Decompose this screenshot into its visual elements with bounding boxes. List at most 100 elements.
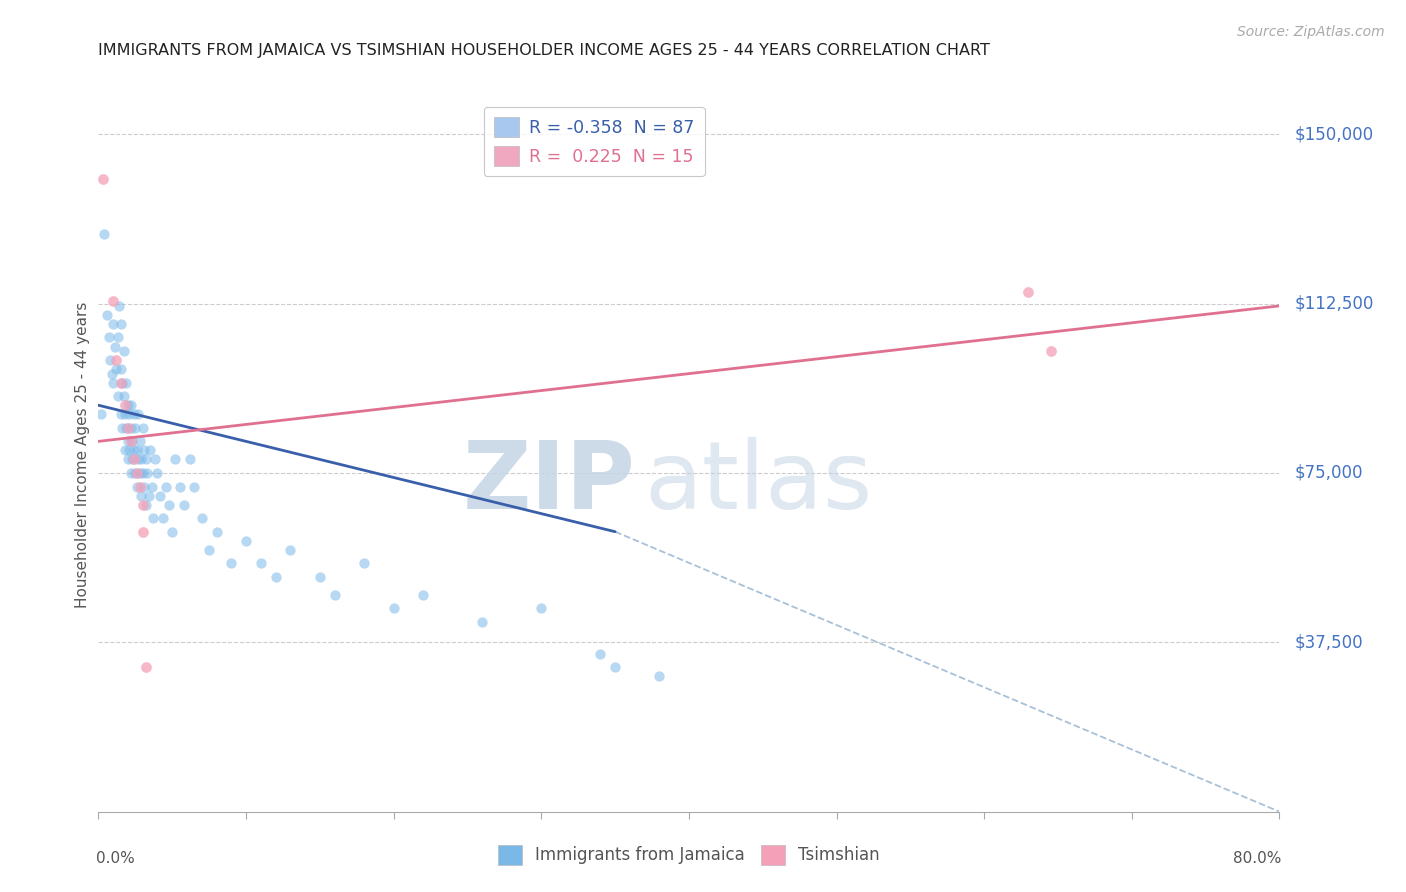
Point — [138, 489, 160, 503]
Text: $150,000: $150,000 — [1295, 125, 1374, 144]
Point — [132, 524, 155, 539]
Point — [103, 317, 125, 331]
Point — [135, 452, 157, 467]
Point — [530, 601, 553, 615]
Point — [100, 367, 122, 381]
Point — [323, 588, 346, 602]
Point — [122, 407, 145, 421]
Point — [152, 511, 174, 525]
Point — [114, 398, 136, 412]
Text: IMMIGRANTS FROM JAMAICA VS TSIMSHIAN HOUSEHOLDER INCOME AGES 25 - 44 YEARS CORRE: IMMIGRANTS FROM JAMAICA VS TSIMSHIAN HOU… — [98, 43, 990, 58]
Point — [107, 330, 129, 344]
Point — [122, 443, 145, 458]
Point — [117, 434, 139, 449]
Text: 80.0%: 80.0% — [1233, 851, 1282, 866]
Point — [134, 443, 156, 458]
Point — [605, 660, 627, 674]
Point — [155, 479, 177, 493]
Point — [1017, 285, 1039, 300]
Point — [129, 452, 152, 467]
Point — [157, 498, 180, 512]
Y-axis label: Householder Income Ages 25 - 44 years: Householder Income Ages 25 - 44 years — [75, 301, 90, 608]
Point — [110, 407, 132, 421]
Text: 0.0%: 0.0% — [96, 851, 135, 866]
Point — [128, 466, 150, 480]
Text: $112,500: $112,500 — [1295, 294, 1374, 312]
Point — [120, 466, 142, 480]
Point — [278, 542, 302, 557]
Point — [353, 557, 375, 571]
Point — [112, 389, 135, 403]
Point — [198, 542, 221, 557]
Point — [118, 407, 141, 421]
Point — [93, 227, 115, 241]
Point — [117, 452, 139, 467]
Point — [309, 570, 332, 584]
Point — [382, 601, 405, 615]
Point — [125, 443, 148, 458]
Point — [120, 434, 142, 449]
Point — [129, 489, 152, 503]
Point — [111, 376, 134, 390]
Point — [264, 570, 287, 584]
Point — [125, 466, 148, 480]
Text: $75,000: $75,000 — [1295, 464, 1364, 482]
Point — [105, 353, 128, 368]
Point — [135, 498, 157, 512]
Point — [128, 479, 150, 493]
Point — [235, 533, 257, 548]
Text: $37,500: $37,500 — [1295, 633, 1364, 651]
Point — [127, 452, 149, 467]
Point — [103, 294, 125, 309]
Point — [250, 557, 273, 571]
Point — [149, 489, 172, 503]
Point — [219, 557, 242, 571]
Point — [183, 479, 205, 493]
Point — [124, 421, 146, 435]
Point — [115, 376, 138, 390]
Point — [127, 407, 149, 421]
Point — [146, 466, 169, 480]
Point — [117, 421, 139, 435]
Point — [105, 362, 128, 376]
Point — [132, 466, 155, 480]
Point — [205, 524, 228, 539]
Point — [162, 524, 183, 539]
Point — [191, 511, 214, 525]
Point — [179, 452, 201, 467]
Point — [136, 466, 159, 480]
Point — [114, 443, 136, 458]
Point — [90, 407, 112, 421]
Text: ZIP: ZIP — [463, 437, 636, 530]
Point — [107, 389, 129, 403]
Point — [104, 339, 127, 353]
Point — [110, 317, 132, 331]
Point — [169, 479, 191, 493]
Point — [471, 615, 494, 629]
Point — [118, 443, 141, 458]
Point — [97, 330, 120, 344]
Text: atlas: atlas — [644, 437, 872, 530]
Point — [143, 452, 166, 467]
Point — [96, 308, 118, 322]
Point — [125, 479, 148, 493]
Point — [173, 498, 195, 512]
Point — [115, 421, 138, 435]
Point — [111, 421, 134, 435]
Text: Source: ZipAtlas.com: Source: ZipAtlas.com — [1237, 25, 1385, 39]
Point — [135, 660, 157, 674]
Legend: Immigrants from Jamaica, Tsimshian: Immigrants from Jamaica, Tsimshian — [492, 838, 886, 871]
Point — [412, 588, 434, 602]
Point — [128, 434, 150, 449]
Point — [141, 479, 163, 493]
Point — [648, 669, 671, 683]
Point — [98, 353, 121, 368]
Point — [120, 398, 142, 412]
Point — [1039, 344, 1062, 359]
Point — [165, 452, 187, 467]
Point — [124, 466, 146, 480]
Point — [120, 421, 142, 435]
Point — [121, 434, 143, 449]
Point — [91, 172, 114, 186]
Point — [110, 376, 132, 390]
